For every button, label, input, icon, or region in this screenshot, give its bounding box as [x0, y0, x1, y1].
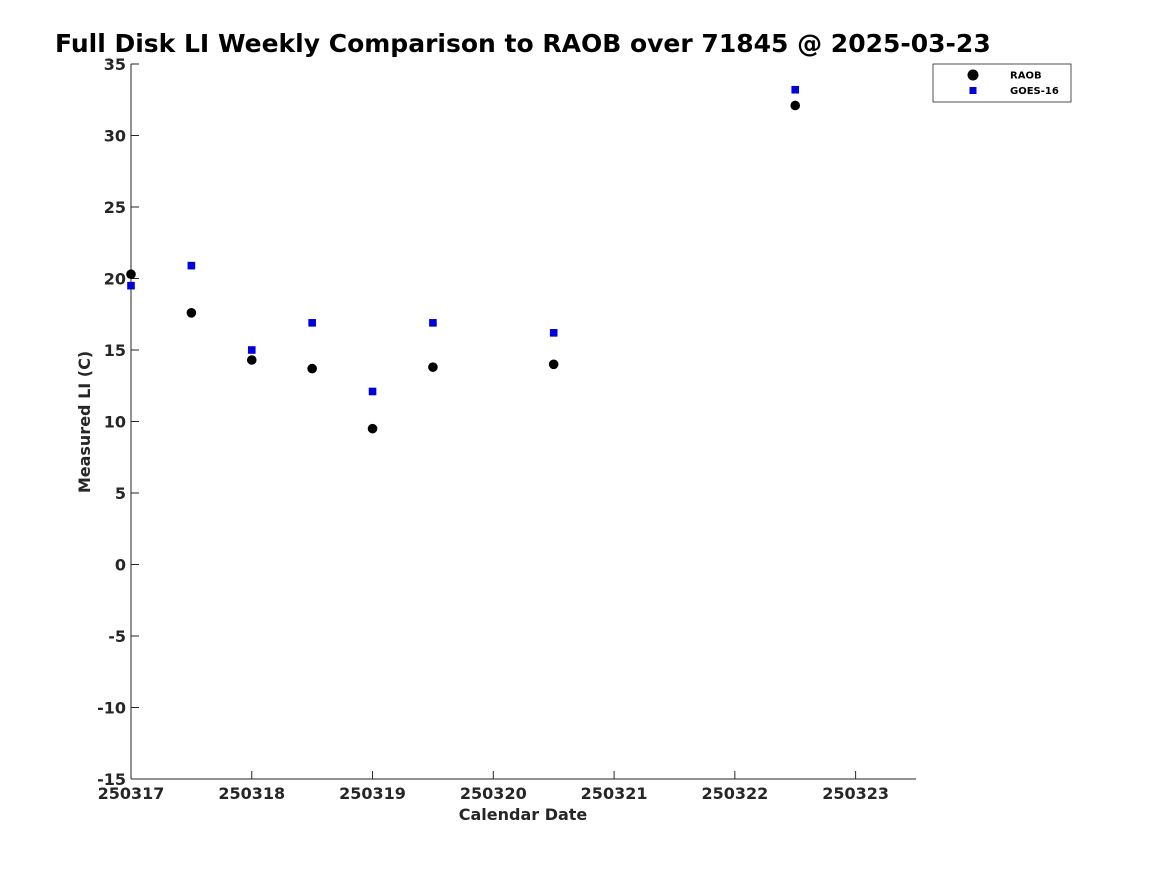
raob-point: [367, 423, 378, 434]
y-tick-label: 20: [104, 270, 126, 289]
raob-point: [246, 355, 257, 365]
goes-16-point: [791, 85, 800, 94]
legend-goes-16-marker: [969, 87, 977, 94]
x-tick-label: 250317: [98, 784, 165, 803]
y-tick-label: 25: [104, 198, 126, 217]
raob-point: [428, 362, 438, 372]
legend: RAOB GOES-16: [932, 63, 1072, 103]
y-tick-label: 30: [104, 127, 126, 146]
goes-16-point: [429, 319, 437, 327]
y-tick-label: -10: [97, 699, 126, 718]
data-points: [126, 85, 801, 434]
y-axis-ticks: 35 30 25 20 15 10 5 0 -5 -10 -15: [97, 55, 139, 789]
x-axis-label: Calendar Date: [459, 805, 588, 824]
raob-point: [186, 308, 197, 318]
legend-box: [932, 63, 1072, 103]
y-tick-label: -5: [108, 627, 126, 646]
goes-16-point: [368, 387, 377, 396]
y-tick-label: 10: [104, 413, 126, 432]
y-tick-label: 0: [115, 556, 126, 575]
x-axis-ticks: 250317 250318 250319 250320 250321 250322 2503…: [98, 771, 889, 803]
chart-title: Full Disk LI Weekly Comparison to RAOB o…: [55, 29, 991, 58]
raob-point: [548, 359, 559, 370]
x-tick-label: 250321: [581, 784, 648, 803]
raob-point: [126, 269, 136, 280]
series-goes-16: [127, 85, 800, 396]
y-tick-label: 15: [104, 341, 126, 360]
goes-16-point: [187, 261, 196, 270]
raob-point: [307, 363, 317, 374]
y-tick-label: -15: [97, 770, 126, 789]
legend-label: RAOB: [1010, 71, 1042, 82]
y-tick-label: 5: [115, 484, 126, 503]
y-tick-label: 35: [104, 55, 126, 74]
x-tick-label: 250323: [822, 784, 889, 803]
legend-label: GOES-16: [1010, 86, 1059, 97]
raob-point: [790, 100, 801, 111]
goes-16-point: [308, 319, 316, 327]
goes-16-point: [127, 281, 135, 290]
legend-raob-marker: [967, 69, 979, 81]
goes-16-point: [549, 329, 558, 337]
plot-axes: [130, 64, 916, 780]
x-tick-label: 250318: [218, 784, 285, 803]
x-tick-label: 250322: [701, 784, 768, 803]
goes-16-point: [247, 346, 256, 354]
series-raob: [126, 100, 801, 434]
x-tick-label: 250319: [339, 784, 406, 803]
x-tick-label: 250320: [460, 784, 527, 803]
y-axis-label: Measured LI (C): [75, 351, 94, 493]
